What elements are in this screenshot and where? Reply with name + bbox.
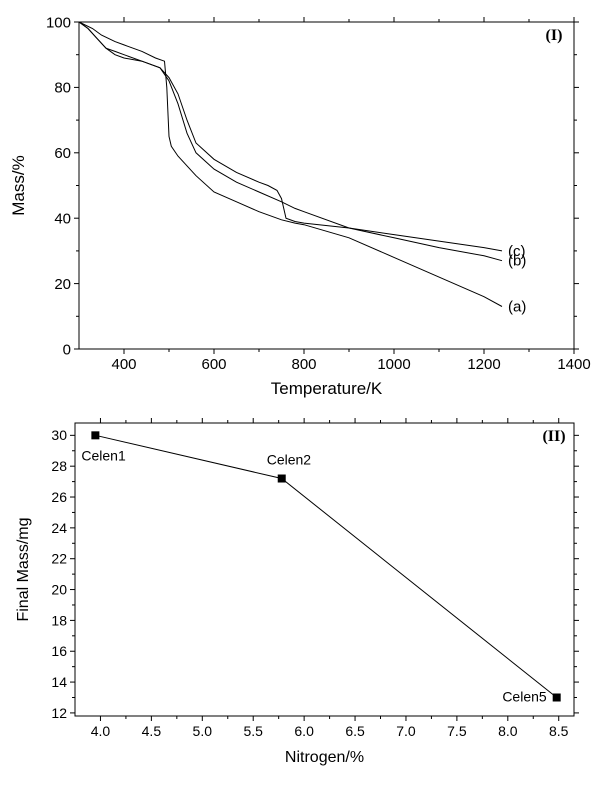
y-tick-label: 100 bbox=[46, 14, 71, 31]
x-tick-label: 7.5 bbox=[447, 723, 467, 739]
y-tick-label: 80 bbox=[54, 80, 71, 97]
point-label: Celen5 bbox=[502, 688, 547, 704]
x-tick-label: 8.5 bbox=[549, 723, 569, 739]
x-tick-label: 8.0 bbox=[498, 723, 518, 739]
x-tick-label: 1400 bbox=[557, 356, 590, 373]
data-point-marker bbox=[277, 474, 286, 483]
chart-panel-final-mass: 4.0 4.5 5.0 5.5 6.0 6.5 7.0 7.5 8.0 8.5 12 14 16 18 20… bbox=[15, 418, 579, 766]
series-line-b bbox=[78, 21, 503, 262]
plot-frame bbox=[78, 21, 575, 350]
plot-frame bbox=[74, 422, 575, 717]
series-line bbox=[95, 434, 558, 698]
x-tick-label: 6.0 bbox=[294, 723, 314, 739]
x-tick-label: 4.5 bbox=[142, 723, 162, 739]
x-axis-label: Nitrogen/% bbox=[285, 749, 364, 766]
x-tick-label: 7.0 bbox=[396, 723, 416, 739]
series-line-c bbox=[78, 21, 503, 252]
data-series bbox=[78, 21, 503, 307]
x-tick-label: 5.0 bbox=[193, 723, 213, 739]
y-tick-label: 18 bbox=[51, 612, 67, 628]
series-label: (a) bbox=[508, 298, 526, 315]
point-labels: Celen1 Celen2 Celen5 bbox=[81, 447, 547, 704]
series-label: (b) bbox=[508, 253, 526, 270]
tick-labels: 400 600 800 1000 1200 1400 0 20 40 60 80 100 bbox=[46, 14, 591, 373]
y-tick-label: 40 bbox=[54, 210, 71, 227]
x-tick-label: 5.5 bbox=[243, 723, 263, 739]
x-tick-label: 4.0 bbox=[91, 723, 111, 739]
y-tick-label: 16 bbox=[51, 643, 67, 659]
axis-ticks bbox=[70, 418, 579, 721]
y-tick-label: 22 bbox=[51, 551, 67, 567]
y-tick-label: 24 bbox=[51, 520, 67, 536]
panel-label: (II) bbox=[542, 428, 565, 445]
x-tick-label: 400 bbox=[111, 356, 136, 373]
x-tick-label: 800 bbox=[291, 356, 316, 373]
x-tick-label: 1200 bbox=[467, 356, 500, 373]
y-tick-label: 30 bbox=[51, 427, 67, 443]
chart-panel-thermogravimetry: 400 600 800 1000 1200 1400 0 20 40 60 80 100 (a) (b)… bbox=[9, 14, 591, 398]
x-tick-label: 1000 bbox=[377, 356, 410, 373]
data-point-marker bbox=[552, 693, 561, 702]
axis-ticks bbox=[74, 17, 579, 354]
panel-label: (I) bbox=[546, 27, 563, 44]
x-tick-label: 600 bbox=[201, 356, 226, 373]
y-tick-label: 60 bbox=[54, 145, 71, 162]
y-axis-label: Final Mass/mg bbox=[15, 517, 32, 621]
series-labels: (a) (b)(c) bbox=[508, 243, 526, 316]
data-point-marker bbox=[91, 431, 100, 440]
y-tick-label: 20 bbox=[51, 581, 67, 597]
point-label: Celen2 bbox=[267, 452, 312, 468]
y-tick-label: 20 bbox=[54, 276, 71, 293]
y-tick-label: 14 bbox=[51, 674, 67, 690]
y-tick-label: 26 bbox=[51, 489, 67, 505]
y-tick-label: 12 bbox=[51, 705, 67, 721]
data-points bbox=[91, 431, 561, 702]
point-label: Celen1 bbox=[81, 447, 126, 463]
tick-labels: 4.0 4.5 5.0 5.5 6.0 6.5 7.0 7.5 8.0 8.5 12 14 16 18 20… bbox=[51, 427, 568, 739]
y-tick-label: 0 bbox=[63, 341, 71, 358]
series-line-a bbox=[78, 21, 503, 307]
data-series bbox=[95, 434, 558, 698]
series-label: (c) bbox=[508, 243, 526, 260]
x-axis-label: Temperature/K bbox=[271, 379, 383, 398]
x-tick-label: 6.5 bbox=[345, 723, 365, 739]
y-tick-label: 28 bbox=[51, 458, 67, 474]
y-axis-label: Mass/% bbox=[9, 155, 28, 215]
